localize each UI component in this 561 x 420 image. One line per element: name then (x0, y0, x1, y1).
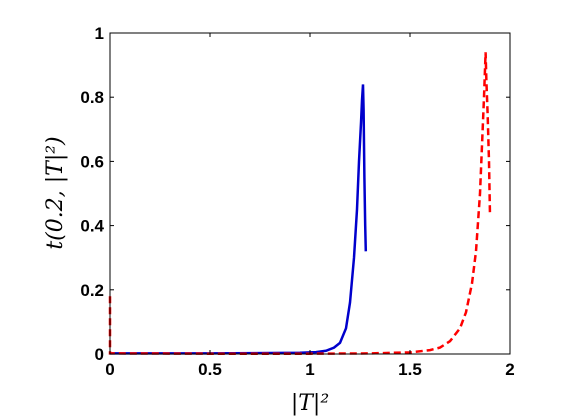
y-tick-label: 0.8 (80, 88, 104, 107)
y-tick-label: 0.4 (80, 217, 104, 236)
series-line-1 (110, 84, 368, 355)
x-tick-label: 2 (505, 360, 514, 379)
x-tick-label: 0 (105, 360, 114, 379)
y-axis-label: t(0.2, |T|²) (43, 136, 68, 249)
y-tick-label: 0 (95, 345, 104, 364)
x-axis-label: |T|² (291, 391, 329, 416)
y-tick-label: 0.6 (80, 152, 104, 171)
y-tick-label: 1 (95, 24, 104, 43)
plot-background (110, 33, 510, 354)
y-tick-label: 0.2 (80, 281, 104, 300)
x-tick-label: 1 (305, 360, 314, 379)
x-tick-label: 0.5 (198, 360, 222, 379)
x-tick-label: 1.5 (398, 360, 422, 379)
axis-ticks: 0 0.5 1 1.5 2 0 0.2 0.4 0.6 0.8 1 (80, 24, 514, 379)
